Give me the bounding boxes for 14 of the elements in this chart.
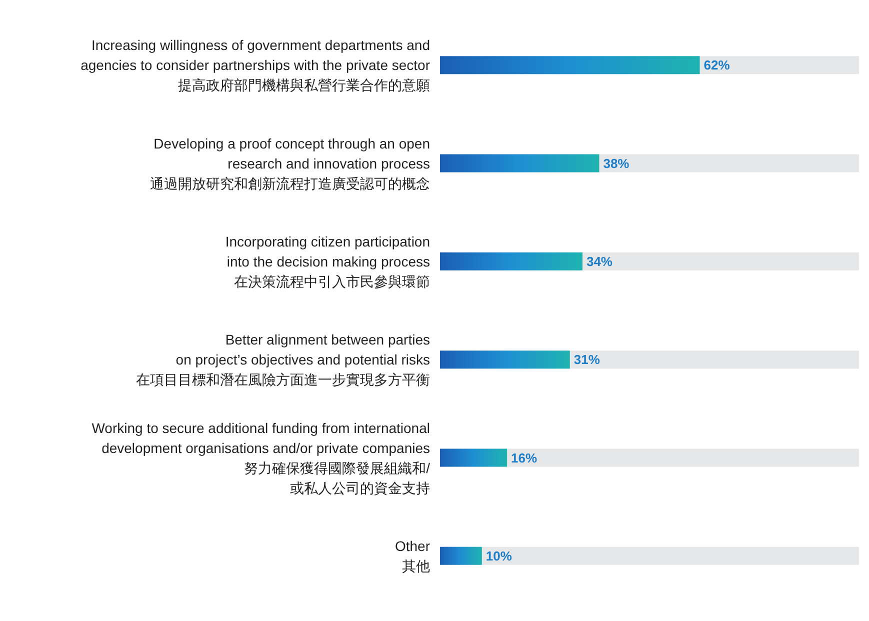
data-label: 38% [603,156,630,171]
y-tick-label: Incorporating citizen participation into the decision making process 在決策流程中引入市民參與環節 [225,233,430,290]
data-label: 34% [586,254,613,269]
data-label: 62% [704,58,730,73]
y-tick-label: Increasing willingness of government departments and agencies to consider partnerships with the private sector 提高政府部門機構與私營行業合作的意願 [80,37,430,94]
data-label: 10% [486,548,512,564]
bar [440,448,508,467]
y-tick-label: Working to secure additional funding from international development organisations and/or private companies 努力確保獲得國際發展組織和/ 或私人公司的資金支持 [92,420,430,496]
data-label: 16% [511,450,538,466]
data-label: 31% [574,352,600,368]
bar [440,546,482,565]
y-tick-label: Better alignment between parties on project’s objectives and potential risks 在項目目標和潛在風險方面進一步實現多方平衡 [136,332,430,388]
y-tick-label: Developing a proof concept through an open research and innovation process 通過開放研究和創新流程打造廣受認可的概念 [150,135,430,192]
y-tick-label: Other 其他 [394,538,430,574]
